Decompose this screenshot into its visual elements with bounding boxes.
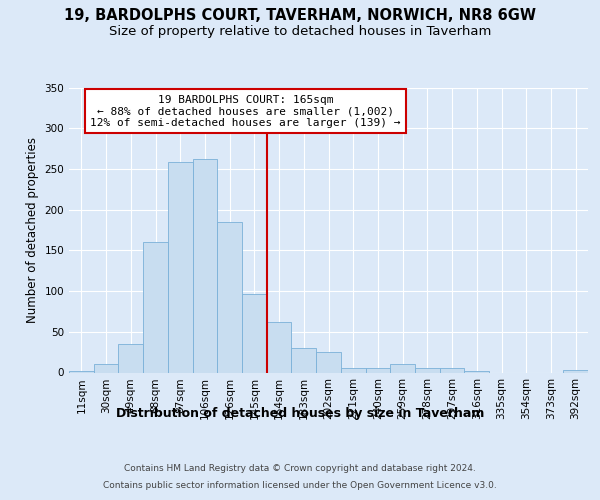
- Bar: [292, 348, 316, 372]
- Bar: [365, 368, 390, 372]
- Bar: [415, 368, 440, 372]
- Text: Contains public sector information licensed under the Open Government Licence v3: Contains public sector information licen…: [103, 481, 497, 490]
- Bar: [464, 371, 489, 372]
- Bar: [94, 364, 118, 372]
- Bar: [390, 364, 415, 372]
- Bar: [341, 368, 365, 372]
- Bar: [563, 370, 588, 372]
- Y-axis label: Number of detached properties: Number of detached properties: [26, 137, 39, 323]
- Bar: [440, 368, 464, 372]
- Bar: [69, 371, 94, 372]
- Bar: [168, 162, 193, 372]
- Bar: [267, 322, 292, 372]
- Text: Size of property relative to detached houses in Taverham: Size of property relative to detached ho…: [109, 25, 491, 38]
- Bar: [143, 242, 168, 372]
- Bar: [193, 159, 217, 372]
- Text: 19 BARDOLPHS COURT: 165sqm
← 88% of detached houses are smaller (1,002)
12% of s: 19 BARDOLPHS COURT: 165sqm ← 88% of deta…: [90, 94, 401, 128]
- Text: Contains HM Land Registry data © Crown copyright and database right 2024.: Contains HM Land Registry data © Crown c…: [124, 464, 476, 473]
- Bar: [217, 222, 242, 372]
- Bar: [118, 344, 143, 372]
- Text: 19, BARDOLPHS COURT, TAVERHAM, NORWICH, NR8 6GW: 19, BARDOLPHS COURT, TAVERHAM, NORWICH, …: [64, 8, 536, 22]
- Bar: [316, 352, 341, 372]
- Text: Distribution of detached houses by size in Taverham: Distribution of detached houses by size …: [116, 408, 484, 420]
- Bar: [242, 294, 267, 372]
